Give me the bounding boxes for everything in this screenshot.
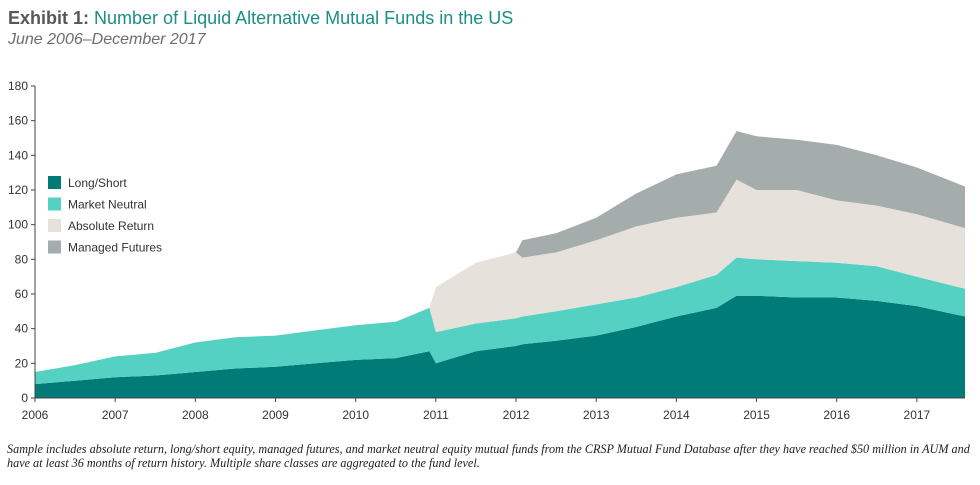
area-long-short (35, 295, 965, 398)
x-tick-label: 2006 (22, 408, 49, 422)
legend-label-managed-futures: Managed Futures (68, 241, 162, 255)
x-tick-label: 2007 (102, 408, 129, 422)
y-tick-label: 40 (15, 322, 29, 336)
legend-label-long-short: Long/Short (68, 176, 127, 190)
x-tick-label: 2015 (743, 408, 770, 422)
x-tick-label: 2009 (262, 408, 289, 422)
x-tick-label: 2013 (583, 408, 610, 422)
y-tick-label: 180 (8, 79, 28, 93)
chart-header: Exhibit 1: Number of Liquid Alternative … (8, 6, 513, 50)
legend: Long/Short Market Neutral Absolute Return M… (48, 176, 162, 255)
x-tick-label: 2012 (503, 408, 530, 422)
y-tick-label: 100 (8, 218, 28, 232)
area-market-neutral (35, 257, 965, 385)
exhibit-label: Exhibit 1: (8, 8, 90, 28)
axes: 0 20 40 60 80 100 120 140 160 180 2006 2007 2008 2009… (8, 79, 965, 422)
legend-swatch-long-short (48, 176, 61, 189)
legend-swatch-market-neutral (48, 197, 61, 211)
y-tick-label: 80 (15, 252, 29, 266)
chart-footnote: Sample includes absolute return, long/sh… (7, 442, 970, 470)
x-tick-label: 2014 (663, 408, 690, 422)
x-tick-label: 2010 (342, 408, 369, 422)
chart-title-text: Number of Liquid Alternative Mutual Fund… (94, 8, 514, 28)
stacked-area-chart: 0 20 40 60 80 100 120 140 160 180 2006 2007 2008 2009… (8, 79, 965, 422)
legend-label-absolute-return: Absolute Return (68, 219, 154, 233)
chart-title: Exhibit 1: Number of Liquid Alternative … (8, 6, 513, 30)
y-tick-label: 60 (15, 287, 29, 301)
x-tick-label: 2011 (423, 408, 449, 422)
legend-label-market-neutral: Market Neutral (68, 198, 147, 212)
y-tick-label: 160 (8, 114, 28, 128)
x-tick-label: 2008 (182, 408, 209, 422)
chart-subtitle: June 2006–December 2017 (8, 31, 206, 48)
y-tick-label: 0 (21, 391, 28, 405)
x-tick-label: 2017 (904, 408, 931, 422)
legend-swatch-absolute-return (48, 219, 61, 232)
area-managed-futures (35, 131, 965, 372)
area-absolute-return (35, 179, 965, 372)
legend-swatch-managed-futures (48, 240, 61, 254)
y-tick-label: 140 (8, 148, 28, 162)
y-tick-label: 120 (8, 183, 28, 197)
x-tick-label: 2016 (823, 408, 850, 422)
area-layers (35, 131, 965, 398)
y-tick-label: 20 (15, 356, 29, 370)
